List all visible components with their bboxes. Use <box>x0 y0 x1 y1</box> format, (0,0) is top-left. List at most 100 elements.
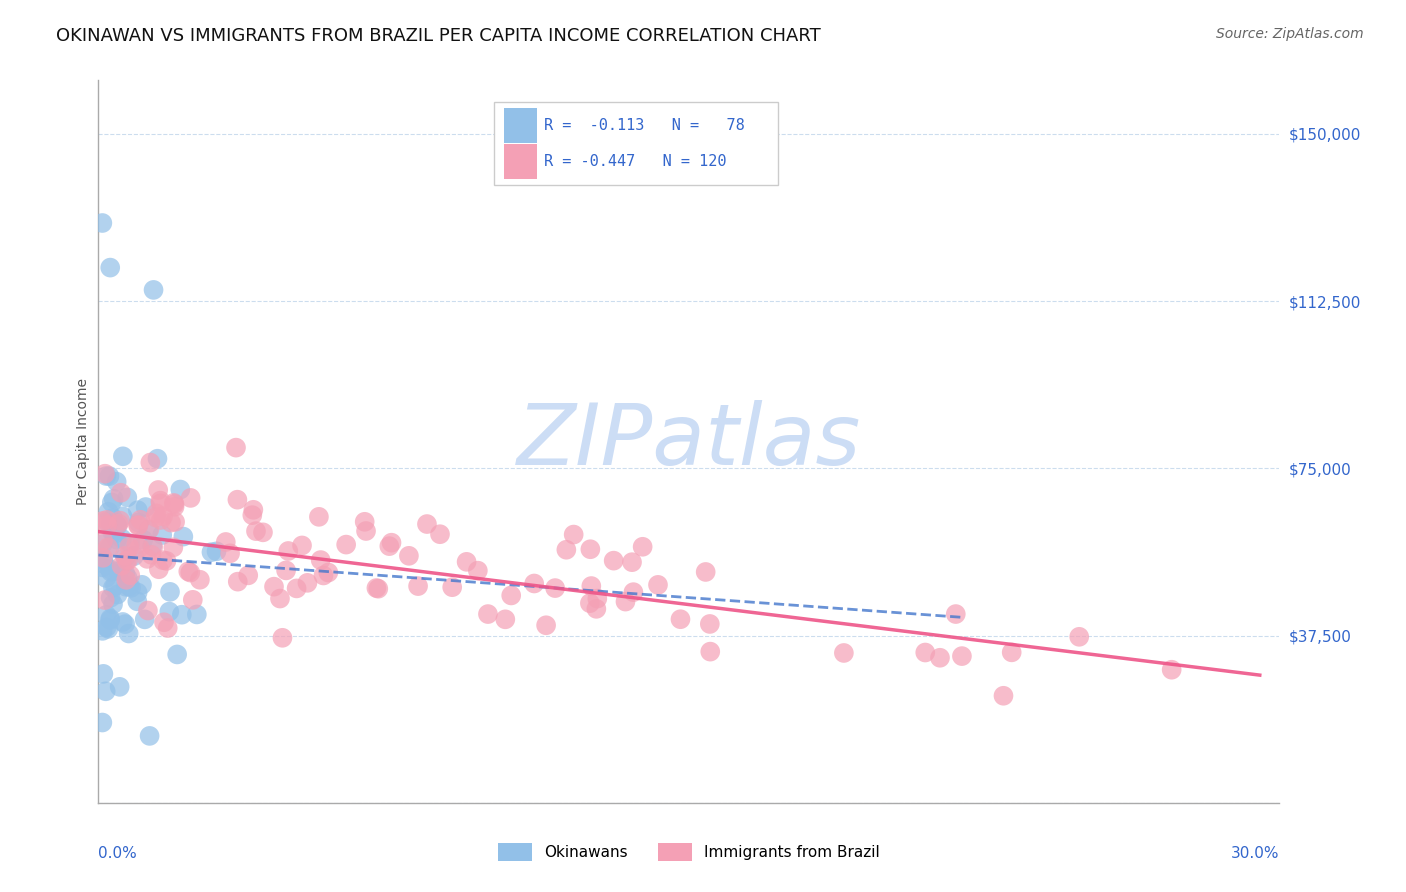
Point <box>149 493 172 508</box>
Point <box>96 620 118 634</box>
Point <box>149 513 172 527</box>
Point <box>240 508 263 523</box>
Point <box>114 549 136 563</box>
Point <box>98 260 121 275</box>
Point <box>157 605 180 619</box>
Point <box>96 515 118 529</box>
Point <box>631 540 654 554</box>
Point <box>93 593 115 607</box>
Point <box>156 621 179 635</box>
Point <box>579 542 602 557</box>
Point <box>135 500 157 514</box>
FancyBboxPatch shape <box>494 102 778 185</box>
Point <box>101 581 124 595</box>
Point <box>699 617 721 632</box>
Point <box>127 503 149 517</box>
Point <box>148 562 170 576</box>
Point <box>621 585 644 599</box>
Point <box>114 566 136 581</box>
Point <box>602 554 624 568</box>
Point <box>153 615 176 630</box>
Point <box>380 535 402 549</box>
Point <box>477 607 499 621</box>
Point <box>117 571 139 585</box>
Point <box>118 536 141 550</box>
Point <box>107 516 129 531</box>
Point <box>169 483 191 497</box>
Point <box>129 513 152 527</box>
Point <box>142 283 165 297</box>
Point <box>170 607 193 622</box>
Point <box>586 591 609 606</box>
Point <box>114 617 136 632</box>
Point <box>118 540 141 554</box>
Text: OKINAWAN VS IMMIGRANTS FROM BRAZIL PER CAPITA INCOME CORRELATION CHART: OKINAWAN VS IMMIGRANTS FROM BRAZIL PER C… <box>56 27 821 45</box>
Point <box>141 548 163 562</box>
Point <box>579 596 602 610</box>
Text: ZIPatlas: ZIPatlas <box>517 400 860 483</box>
Point <box>367 582 389 596</box>
Point <box>501 589 523 603</box>
Point <box>200 545 222 559</box>
Point <box>456 555 478 569</box>
Point <box>136 552 159 566</box>
Point <box>416 516 439 531</box>
Point <box>94 467 117 481</box>
Point <box>98 613 121 627</box>
Point <box>91 533 114 548</box>
Point <box>429 527 451 541</box>
Point <box>108 680 131 694</box>
Point <box>101 495 124 509</box>
Point <box>127 518 149 533</box>
Point <box>318 566 340 580</box>
Point <box>98 469 121 483</box>
Point <box>105 475 128 489</box>
Point <box>97 622 120 636</box>
Point <box>96 469 118 483</box>
Point <box>100 517 122 532</box>
Point <box>166 648 188 662</box>
Point <box>104 579 127 593</box>
Point <box>100 591 122 605</box>
Point <box>105 533 128 547</box>
Point <box>127 594 149 608</box>
Point <box>91 715 114 730</box>
Point <box>555 542 578 557</box>
Point <box>145 510 167 524</box>
Point <box>263 580 285 594</box>
Point <box>162 541 184 555</box>
Point <box>929 650 952 665</box>
Point <box>108 514 131 528</box>
Point <box>669 612 692 626</box>
Point <box>146 451 169 466</box>
Point <box>226 492 249 507</box>
Point <box>335 538 357 552</box>
Point <box>117 553 139 567</box>
Point <box>205 544 228 558</box>
Point <box>398 549 420 563</box>
Point <box>179 566 201 580</box>
Point <box>98 541 121 555</box>
Point <box>98 611 121 625</box>
Point <box>91 624 114 638</box>
Point <box>141 539 163 553</box>
Legend: Okinawans, Immigrants from Brazil: Okinawans, Immigrants from Brazil <box>492 837 886 867</box>
Point <box>467 564 489 578</box>
Point <box>544 581 567 595</box>
Point <box>585 602 607 616</box>
Point <box>155 554 177 568</box>
Point <box>115 553 138 567</box>
Point <box>139 456 162 470</box>
Point <box>238 568 260 582</box>
Point <box>291 538 314 552</box>
Point <box>285 582 308 596</box>
Point <box>494 612 516 626</box>
Point <box>91 550 114 565</box>
Point <box>163 500 186 514</box>
Point <box>138 729 160 743</box>
Point <box>252 525 274 540</box>
Point <box>110 485 132 500</box>
Point <box>107 587 129 601</box>
Point <box>145 507 167 521</box>
Point <box>91 560 114 574</box>
